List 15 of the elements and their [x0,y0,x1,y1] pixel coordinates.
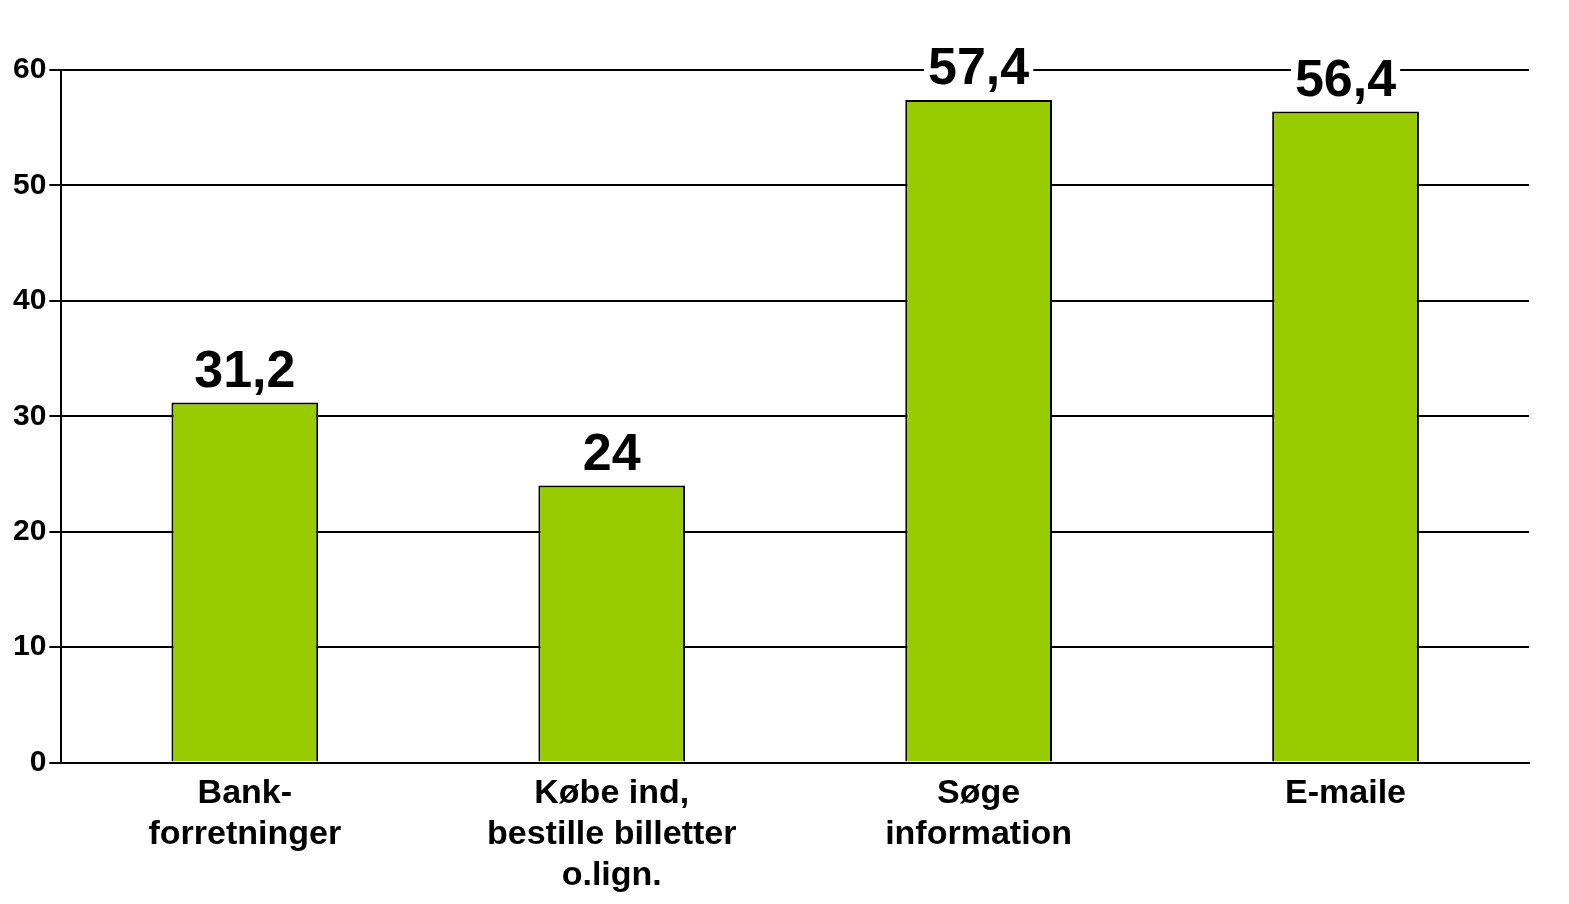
data-label: 24 [582,422,641,481]
y-tick-label: 40 [12,282,47,316]
x-tick-label: Bank- forretninger [148,772,342,852]
y-tick-label: 60 [12,51,47,85]
y-tick-label: 20 [12,513,47,546]
x-tick-label: Søge information [885,772,1073,852]
y-tick-label: 0 [29,743,47,777]
y-tick-label: 50 [12,166,47,200]
x-tick-label: Købe ind, bestille billetter o.lign. [487,772,737,892]
x-tick-label: E-maile [1285,772,1407,811]
y-tick-label: 10 [12,628,47,662]
data-label: 56,4 [1294,48,1397,107]
data-label: 57,4 [928,37,1030,96]
y-tick-label: 30 [12,397,47,431]
data-label: 31,2 [194,339,296,398]
